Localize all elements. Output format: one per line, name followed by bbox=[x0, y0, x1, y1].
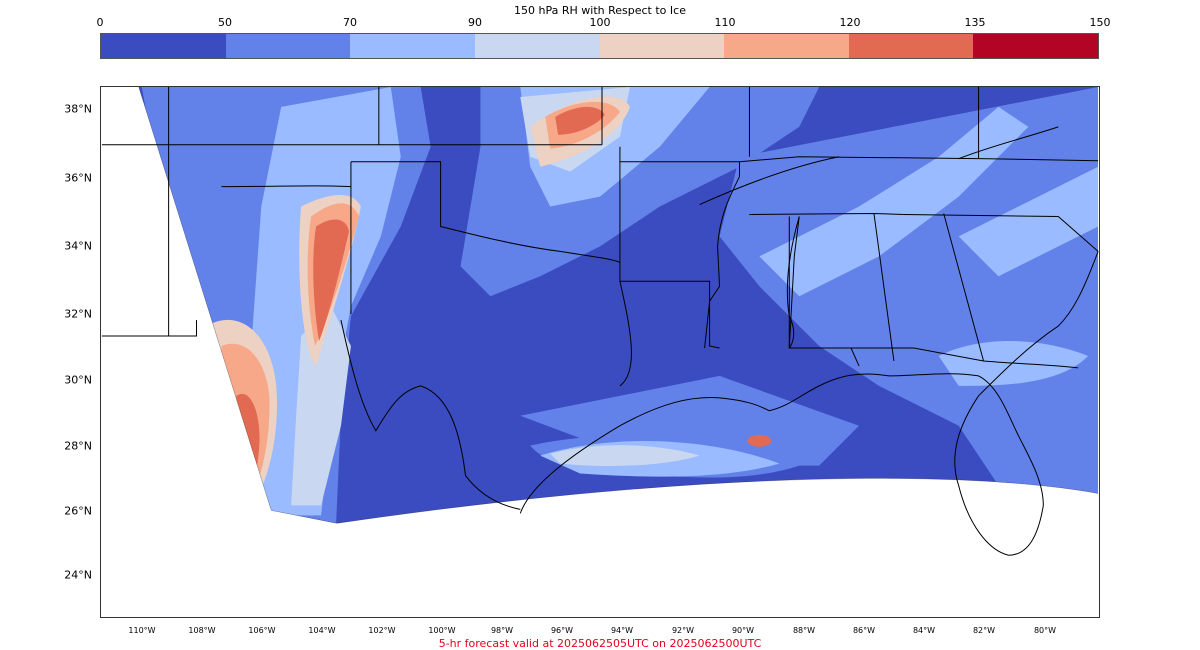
colorbar-segment bbox=[101, 34, 226, 58]
lon-label: 84°W bbox=[912, 626, 936, 635]
lon-label: 96°W bbox=[550, 626, 574, 635]
field-band-70-90 bbox=[759, 106, 1029, 297]
forecast-caption: 5-hr forecast valid at 2025062505UTC on … bbox=[438, 637, 762, 650]
field-band-70-90 bbox=[958, 166, 1099, 277]
lat-label: 38°N bbox=[64, 102, 92, 116]
lon-label: 90°W bbox=[731, 626, 755, 635]
colorbar-title: 150 hPa RH with Respect to Ice bbox=[514, 4, 686, 17]
colorbar-tick: 50 bbox=[218, 16, 232, 29]
colorbar-tick: 100 bbox=[589, 16, 611, 29]
lon-label: 102°W bbox=[368, 626, 396, 635]
colorbar-tick: 70 bbox=[343, 16, 357, 29]
colorbar-tick: 135 bbox=[964, 16, 986, 29]
coastline bbox=[519, 251, 1099, 556]
lon-label: 108°W bbox=[188, 626, 216, 635]
colorbar-tick: 110 bbox=[714, 16, 736, 29]
field-band-90-100 bbox=[550, 445, 700, 466]
lon-label: 88°W bbox=[792, 626, 816, 635]
colorbar-segment bbox=[474, 34, 600, 58]
lat-label: 36°N bbox=[64, 171, 92, 185]
lon-label: 110°W bbox=[128, 626, 156, 635]
colorbar-segment bbox=[848, 34, 974, 58]
domain-edge bbox=[138, 87, 1099, 524]
field-band-120-135 bbox=[747, 434, 772, 447]
rh-field-map bbox=[101, 87, 1099, 556]
lat-label: 32°N bbox=[64, 307, 92, 321]
colorbar-segment bbox=[973, 34, 1098, 58]
lat-label: 34°N bbox=[64, 239, 92, 253]
field-band-90-100 bbox=[291, 306, 351, 506]
lon-label: 106°W bbox=[248, 626, 276, 635]
colorbar-segment bbox=[724, 34, 849, 58]
lon-label: 80°W bbox=[1033, 626, 1057, 635]
lon-label: 94°W bbox=[610, 626, 634, 635]
colorbar-tick: 150 bbox=[1089, 16, 1111, 29]
lon-label: 98°W bbox=[490, 626, 514, 635]
lon-label: 104°W bbox=[308, 626, 336, 635]
colorbar-tick: 90 bbox=[468, 16, 482, 29]
lat-label: 28°N bbox=[64, 439, 92, 453]
lon-label: 86°W bbox=[852, 626, 876, 635]
state-boundaries bbox=[101, 87, 1099, 510]
lon-label: 92°W bbox=[671, 626, 695, 635]
colorbar bbox=[100, 33, 1099, 59]
colorbar-segment bbox=[599, 34, 725, 58]
colorbar-segment bbox=[225, 34, 351, 58]
lat-label: 24°N bbox=[64, 568, 92, 582]
field-band-135-150 bbox=[256, 511, 277, 520]
colorbar-tick: 0 bbox=[96, 16, 104, 29]
field-band-120-135 bbox=[555, 106, 605, 135]
field-band-50-70 bbox=[719, 87, 1099, 506]
lat-label: 30°N bbox=[64, 373, 92, 387]
colorbar-tick: 120 bbox=[839, 16, 861, 29]
field-band-135-150 bbox=[207, 385, 216, 416]
colorbar-segment bbox=[350, 34, 475, 58]
field-band-120-135 bbox=[313, 219, 349, 342]
lat-label: 26°N bbox=[64, 504, 92, 518]
map-panel bbox=[100, 86, 1100, 618]
lon-label: 100°W bbox=[428, 626, 456, 635]
colorbar-tick-labels: 0 50 70 90 100 110 120 135 150 bbox=[96, 16, 1111, 30]
lon-label: 82°W bbox=[972, 626, 996, 635]
